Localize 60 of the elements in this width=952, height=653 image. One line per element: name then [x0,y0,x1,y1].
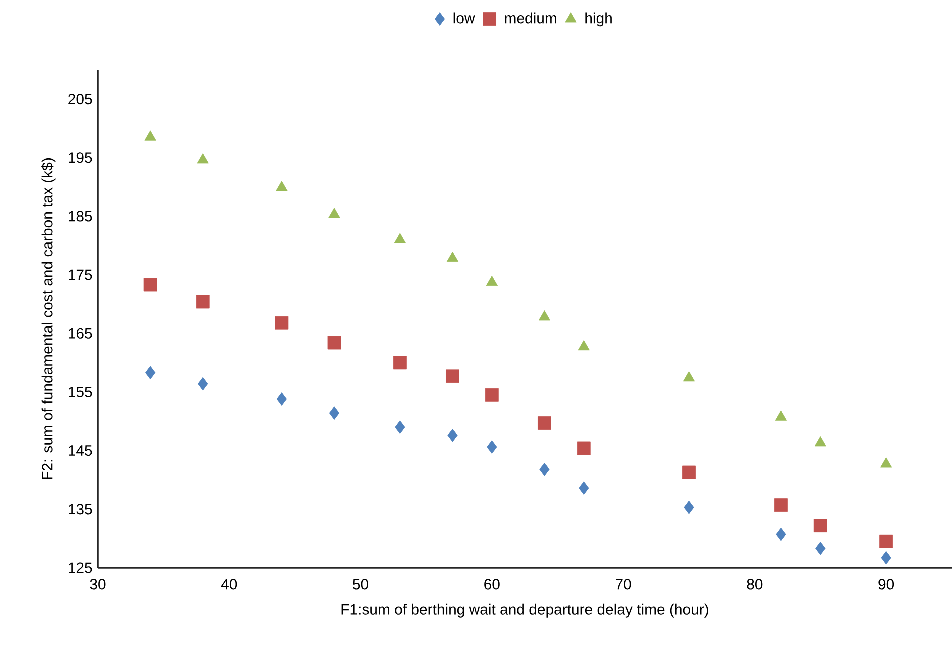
legend-label: high [586,12,612,27]
y-tick-label: 155 [69,387,92,398]
point [487,440,498,454]
point [145,366,156,380]
y-tick-label: 195 [69,152,92,164]
point [446,370,460,384]
x-tick-label: 90 [878,579,894,590]
x-axis-title: F1:sum of berthing wait and departure delay time (hour) [342,604,708,618]
x-tick-label: 50 [353,579,368,590]
x-tick-label: 60 [484,579,500,590]
y-tick-label: 145 [69,446,92,456]
point [540,462,550,476]
y-axis-title: F2: sum of fundamental cost and carbon tax (k$) [42,158,56,480]
point [196,295,210,309]
point [485,388,499,402]
point [328,336,342,350]
y-tick-label: 185 [69,211,92,222]
point [197,154,209,164]
point [814,519,828,533]
point [776,528,786,542]
x-tick-label: 70 [616,579,632,590]
point [774,498,788,512]
point [538,416,552,430]
y-tick-label: 135 [69,504,92,515]
point [393,356,407,370]
x-tick-label: 40 [221,579,238,590]
point [276,181,288,192]
point [814,436,826,447]
y-tick-label: 125 [69,562,92,574]
point [486,276,498,286]
legend-label: medium [505,12,556,24]
point [144,130,156,141]
point [328,208,340,218]
x-tick-label: 30 [90,579,106,590]
point [579,482,590,496]
point [275,316,289,330]
point [578,340,590,351]
point [880,534,894,548]
point [329,406,340,420]
point [198,377,208,391]
y-tick-label: 165 [69,328,92,339]
point [816,542,826,556]
point [682,466,696,480]
point [276,392,288,406]
point [684,500,694,514]
point [775,410,788,421]
point [448,428,458,442]
x-tick-label: 80 [747,579,763,590]
y-tick-label: 175 [69,270,92,280]
point [395,420,406,434]
point [538,310,551,321]
point [577,442,591,456]
point [446,252,459,262]
point [394,233,406,244]
point [881,551,892,565]
legend-label: low [454,12,476,24]
y-tick-label: 205 [68,94,92,105]
point [880,458,892,468]
point [683,371,696,382]
point [144,278,158,292]
